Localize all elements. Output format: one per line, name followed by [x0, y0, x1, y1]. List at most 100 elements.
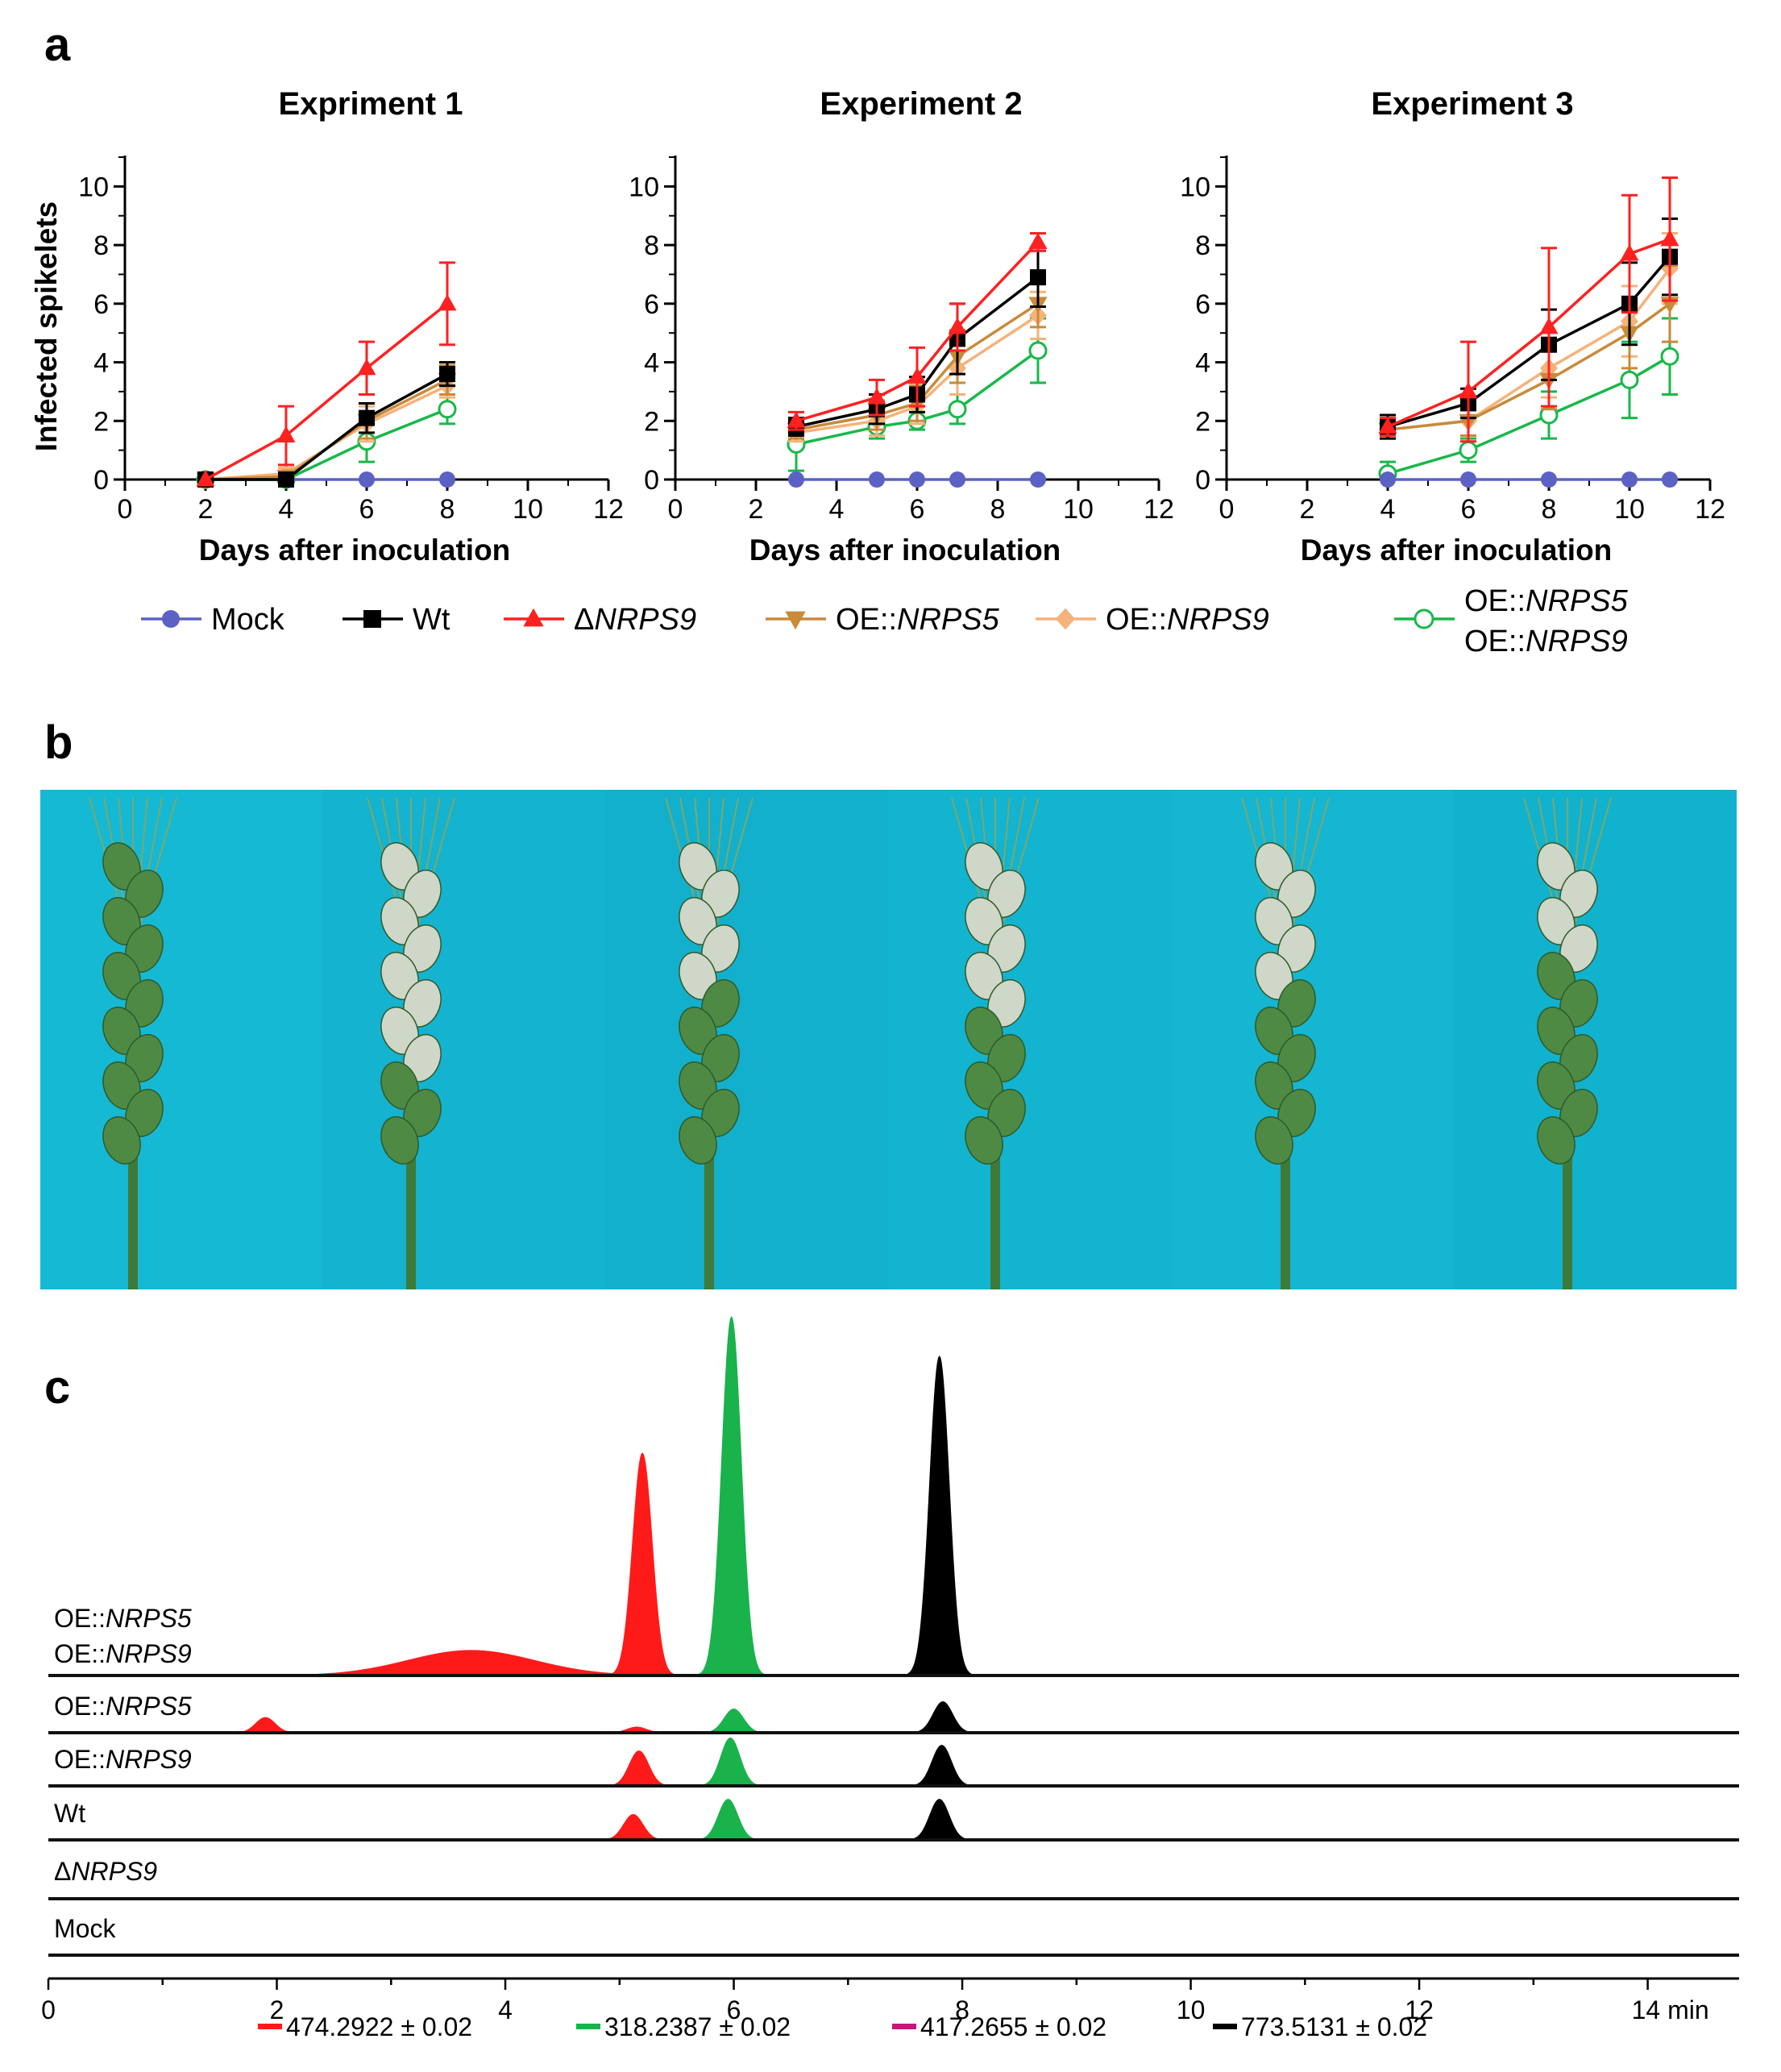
series-line	[206, 408, 448, 481]
data-point	[1539, 317, 1559, 334]
y-tick-label: 2	[644, 406, 659, 437]
data-point	[278, 471, 294, 488]
legend-label: Mock	[211, 603, 285, 637]
chromatogram-tick-label: 12	[1405, 1995, 1434, 2024]
x-tick-label: 0	[668, 494, 683, 525]
y-axis-label: Infected spikelets	[30, 201, 63, 452]
legend-marker	[162, 610, 180, 628]
ion-legend-swatch	[576, 2024, 600, 2029]
data-point	[1380, 471, 1396, 488]
data-point	[1660, 229, 1679, 247]
x-tick-label: 10	[1063, 494, 1094, 525]
data-point	[1028, 232, 1048, 249]
x-tick-label: 10	[1614, 494, 1645, 525]
x-axis-label: Days after inoculation	[1301, 534, 1613, 567]
wheat-stem	[704, 1136, 714, 1289]
wheat-spike-photo-strip	[40, 790, 1737, 1289]
series-0	[1380, 471, 1678, 488]
data-point	[1378, 417, 1397, 434]
chromatogram-tick-label: 6	[727, 1995, 741, 2024]
chromatogram-tick-label: 2	[270, 1995, 284, 2024]
y-tick-label: 8	[644, 230, 659, 261]
legend-marker	[523, 608, 544, 627]
ion-legend-label: 773.5131 ± 0.02	[1241, 2012, 1427, 2041]
data-point	[1459, 381, 1478, 399]
data-point	[438, 293, 457, 311]
wheat-spike	[1523, 797, 1612, 1289]
data-point	[869, 471, 885, 488]
y-tick-label: 10	[1180, 172, 1210, 202]
data-point	[359, 409, 375, 426]
chromatogram-peak	[694, 1709, 774, 1734]
y-tick-label: 8	[93, 230, 109, 261]
x-tick-label: 4	[279, 494, 294, 525]
chromatogram-tick-label: 0	[41, 1995, 56, 2024]
ion-legend-label: 318.2387 ± 0.02	[604, 2012, 791, 2041]
ion-legend-label: 474.2922 ± 0.02	[286, 2012, 472, 2041]
data-point	[1662, 471, 1678, 488]
x-tick-label: 12	[1695, 494, 1725, 525]
legend-label: OE::NRPS5	[836, 603, 1000, 637]
x-tick-label: 10	[513, 494, 543, 525]
data-point	[1621, 471, 1638, 488]
legend-label: Wt	[413, 603, 450, 637]
data-point	[1030, 471, 1046, 488]
trace-label: OE::NRPS9	[54, 1639, 192, 1668]
series-1	[197, 361, 455, 488]
data-point	[438, 400, 457, 419]
photo-panel	[1454, 790, 1737, 1289]
data-point	[359, 471, 375, 488]
x-axis-label: Days after inoculation	[199, 534, 511, 567]
x-axis-label: Days after inoculation	[749, 534, 1061, 567]
ion-legend-item: 417.2655 ± 0.02	[892, 2012, 1106, 2041]
photo-panel	[888, 790, 1172, 1289]
y-tick-label: 2	[1195, 406, 1210, 437]
data-point	[439, 471, 455, 488]
chart-2: Experiment 2 0 2 4 6 8 10 0 2 4 6 8 10 12 Days after i…	[629, 86, 1174, 567]
wheat-spikelet	[102, 1116, 141, 1165]
series-3	[1378, 264, 1679, 440]
x-tick-label: 0	[1219, 494, 1235, 525]
chromatogram-trace: Mock	[48, 1914, 1739, 1957]
chromatogram-tick-label: 4	[498, 1995, 513, 2024]
wheat-spikelet	[1537, 1116, 1576, 1165]
x-tick-label: 2	[198, 494, 214, 525]
data-point	[948, 317, 967, 334]
wheat-spikelet	[965, 1116, 1003, 1165]
data-point	[787, 411, 806, 428]
x-tick-label: 4	[829, 494, 845, 525]
x-tick-label: 6	[1461, 494, 1476, 525]
y-tick-label: 6	[93, 289, 109, 320]
legend-item: OE::NRPS9	[1036, 603, 1269, 637]
x-tick-label: 8	[990, 494, 1006, 525]
legend-item: OE::NRPS5	[766, 603, 1000, 637]
chart-title: Expriment 1	[279, 86, 463, 122]
chromatogram-peak	[688, 1799, 768, 1841]
chromatogram-tick-label: 14 min	[1632, 1995, 1709, 2024]
chromatogram-peak	[900, 1355, 979, 1676]
data-point	[357, 358, 376, 376]
chart-3: Experiment 3 0 2 4 6 8 10 0 2 4 6 8 10 12 Days after i…	[1180, 86, 1725, 567]
chromatogram-trace: OE::NRPS9	[48, 1737, 1739, 1788]
legend-label: ΔNRPS9	[574, 603, 696, 637]
y-tick-label: 6	[644, 289, 659, 320]
series-2	[1378, 176, 1679, 443]
chromatogram-peak	[900, 1799, 979, 1841]
y-tick-label: 8	[1195, 230, 1210, 261]
x-tick-label: 12	[1144, 494, 1174, 525]
wheat-stem	[1281, 1136, 1290, 1289]
wheat-spike	[1241, 797, 1330, 1289]
y-tick-label: 10	[78, 172, 109, 202]
series-line	[206, 372, 448, 481]
photo-panel	[40, 790, 323, 1289]
wheat-spikelet	[1255, 1116, 1293, 1165]
ion-legend-item: 773.5131 ± 0.02	[1213, 2012, 1427, 2041]
trace-label: ΔNRPS9	[54, 1857, 157, 1886]
data-point	[948, 400, 967, 419]
data-point	[907, 367, 927, 384]
wheat-spike	[951, 797, 1040, 1289]
x-tick-label: 6	[910, 494, 925, 525]
x-tick-label: 6	[359, 494, 375, 525]
legend-item: Mock	[141, 603, 285, 637]
panel-label-b: b	[44, 716, 73, 769]
